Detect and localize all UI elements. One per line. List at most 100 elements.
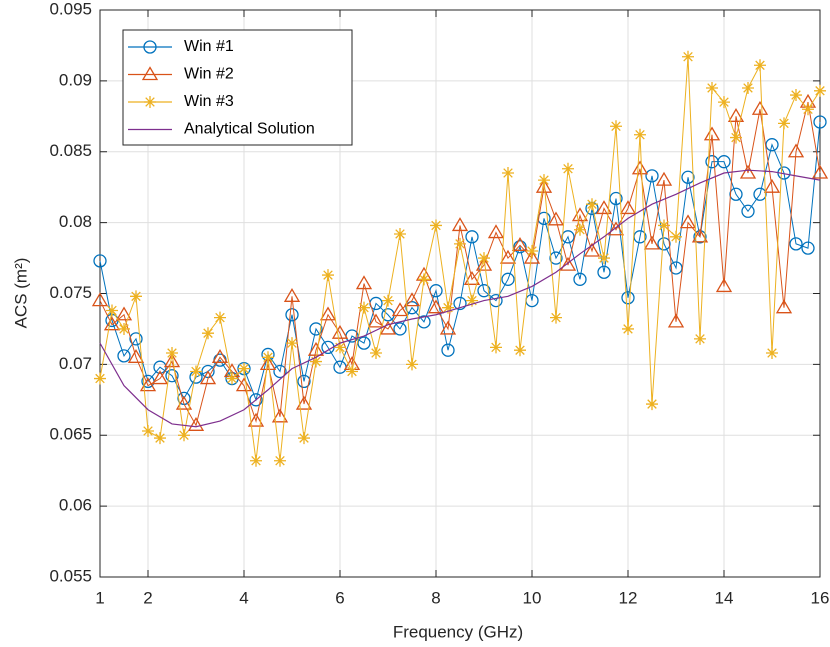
marker	[739, 164, 757, 179]
x-tick-label: 2	[143, 588, 152, 607]
marker	[262, 351, 274, 364]
marker	[127, 348, 145, 363]
marker	[319, 306, 337, 321]
marker	[154, 432, 166, 445]
marker	[514, 344, 526, 357]
marker	[454, 237, 466, 250]
legend-label: Win #3	[184, 93, 234, 110]
marker	[513, 240, 527, 254]
marker	[597, 265, 611, 279]
marker	[226, 372, 238, 385]
marker	[573, 272, 587, 286]
legend-marker	[143, 40, 157, 54]
marker	[103, 316, 121, 331]
marker	[403, 292, 421, 307]
marker	[526, 244, 538, 257]
marker	[574, 223, 586, 236]
marker	[667, 313, 685, 328]
marker	[609, 191, 623, 206]
marker	[175, 395, 193, 410]
marker	[442, 301, 454, 314]
y-tick-label: 0.075	[49, 283, 92, 302]
marker	[766, 347, 778, 360]
marker	[271, 408, 289, 423]
marker	[550, 311, 562, 324]
marker	[753, 187, 767, 201]
marker	[715, 278, 733, 293]
marker	[165, 369, 179, 383]
marker	[646, 398, 658, 411]
marker	[441, 343, 455, 357]
marker	[355, 275, 373, 290]
marker	[331, 324, 349, 339]
marker	[811, 164, 829, 179]
marker	[742, 81, 754, 94]
marker	[151, 370, 169, 385]
marker	[259, 356, 277, 371]
marker	[681, 170, 695, 184]
marker	[466, 294, 478, 307]
marker	[358, 301, 370, 314]
marker	[619, 200, 637, 215]
marker	[93, 254, 107, 268]
marker	[367, 313, 385, 328]
marker	[117, 349, 131, 363]
marker	[631, 160, 649, 175]
marker	[787, 143, 805, 158]
legend-label: Win #1	[184, 38, 234, 55]
marker	[682, 50, 694, 63]
marker	[310, 355, 322, 368]
marker	[598, 252, 610, 265]
marker	[190, 365, 202, 378]
marker	[583, 242, 601, 257]
marker	[703, 126, 721, 141]
marker	[406, 358, 418, 371]
marker	[571, 207, 589, 222]
marker	[391, 302, 409, 317]
marker	[166, 347, 178, 360]
marker	[547, 211, 565, 226]
marker	[718, 96, 730, 109]
marker	[679, 214, 697, 229]
marker	[297, 374, 311, 389]
marker	[645, 169, 659, 183]
marker	[211, 348, 229, 363]
marker	[370, 347, 382, 360]
marker	[465, 230, 479, 244]
marker	[778, 117, 790, 130]
marker	[274, 454, 286, 467]
marker	[295, 395, 313, 410]
marker	[238, 362, 250, 375]
marker	[439, 320, 457, 335]
marker	[477, 284, 491, 298]
x-axis-label: Frequency (GHz)	[393, 622, 523, 641]
x-tick-label: 8	[431, 588, 440, 607]
marker	[814, 84, 826, 97]
marker	[727, 108, 745, 122]
marker	[309, 322, 323, 336]
marker	[453, 296, 467, 311]
x-tick-label: 1	[95, 588, 104, 607]
marker	[487, 224, 505, 239]
marker	[139, 377, 157, 392]
marker	[549, 251, 563, 265]
marker	[430, 219, 442, 232]
marker	[538, 174, 550, 187]
y-tick-label: 0.09	[59, 70, 92, 89]
x-tick-label: 10	[523, 588, 542, 607]
y-tick-label: 0.07	[59, 354, 92, 373]
marker	[214, 311, 226, 324]
x-tick-label: 12	[619, 588, 638, 607]
marker	[451, 217, 469, 232]
marker	[405, 301, 419, 315]
marker	[502, 167, 514, 180]
marker	[475, 256, 493, 271]
marker	[763, 178, 781, 193]
marker	[789, 237, 803, 251]
marker	[610, 120, 622, 133]
marker	[463, 271, 481, 285]
marker	[694, 332, 706, 345]
x-tick-label: 14	[715, 588, 734, 607]
legend-box	[122, 29, 353, 146]
marker	[394, 227, 406, 240]
